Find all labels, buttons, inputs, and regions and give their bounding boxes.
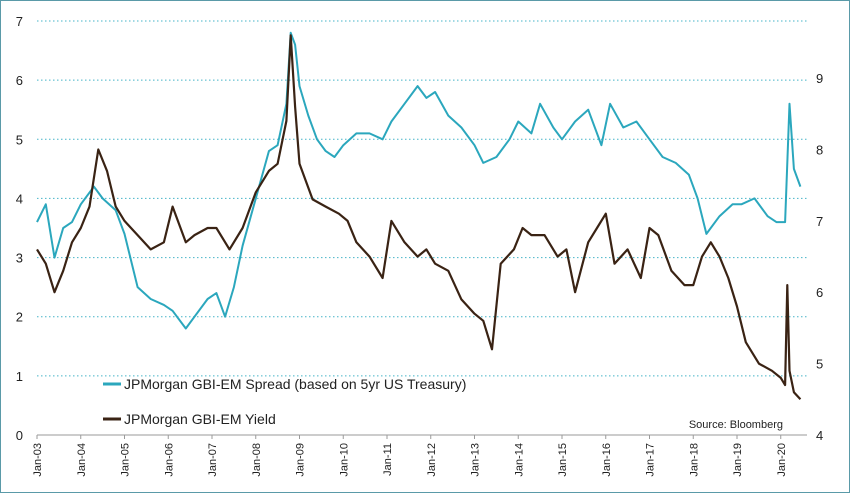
x-tick-label: Jan-11 — [382, 443, 394, 476]
y-axis-left: 0 1 2 3 4 5 6 7 — [16, 14, 23, 443]
y-right-tick-label: 5 — [816, 357, 823, 372]
x-tick-label: Jan-19 — [732, 443, 744, 477]
y-right-tick-label: 9 — [816, 71, 823, 86]
y-right-tick-label: 8 — [816, 142, 823, 157]
series-line-spread — [36, 31, 802, 330]
y-left-tick-label: 0 — [16, 428, 23, 443]
y-left-tick-label: 3 — [16, 251, 23, 266]
series-line-yield — [36, 34, 802, 401]
x-tick-label: Jan-07 — [207, 443, 219, 477]
x-tick-label: Jan-10 — [338, 443, 350, 477]
y-left-tick-label: 5 — [16, 132, 23, 147]
x-tick-label: Jan-14 — [513, 443, 525, 477]
x-tick-label: Jan-17 — [645, 443, 657, 477]
y-right-tick-label: 7 — [816, 214, 823, 229]
y-left-tick-label: 2 — [16, 310, 23, 325]
y-left-tick-label: 1 — [16, 369, 23, 384]
legend-label-spread: JPMorgan GBI-EM Spread (based on 5yr US … — [124, 376, 466, 392]
series-lines — [36, 31, 802, 401]
y-left-tick-label: 6 — [16, 73, 23, 88]
x-axis: Jan-03 Jan-04 Jan-05 Jan-06 Jan-07 Jan-08 Jan-… — [32, 434, 807, 477]
y-right-tick-label: 4 — [816, 428, 823, 443]
legend-label-yield: JPMorgan GBI-EM Yield — [124, 411, 276, 427]
x-tick-label: Jan-13 — [470, 443, 482, 477]
x-tick-label: Jan-20 — [776, 443, 788, 477]
x-tick-label: Jan-09 — [295, 443, 307, 477]
x-tick-label: Jan-04 — [76, 443, 88, 477]
x-tick-label: Jan-05 — [120, 443, 132, 477]
x-tick-label: Jan-03 — [32, 443, 44, 477]
y-left-tick-label: 7 — [16, 14, 23, 29]
x-tick-label: Jan-18 — [688, 443, 700, 477]
x-tick-label: Jan-06 — [163, 443, 175, 477]
x-tick-label: Jan-15 — [557, 443, 569, 477]
y-axis-right: 4 5 6 7 8 9 — [816, 71, 823, 443]
grid-lines — [37, 20, 807, 377]
x-tick-label: Jan-16 — [601, 443, 613, 477]
legend: JPMorgan GBI-EM Spread (based on 5yr US … — [103, 376, 466, 427]
source-note: Source: Bloomberg — [689, 419, 783, 431]
y-left-tick-label: 4 — [16, 191, 23, 206]
x-tick-label: Jan-08 — [251, 443, 263, 477]
x-tick-label: Jan-12 — [426, 443, 438, 477]
y-right-tick-label: 6 — [816, 285, 823, 300]
